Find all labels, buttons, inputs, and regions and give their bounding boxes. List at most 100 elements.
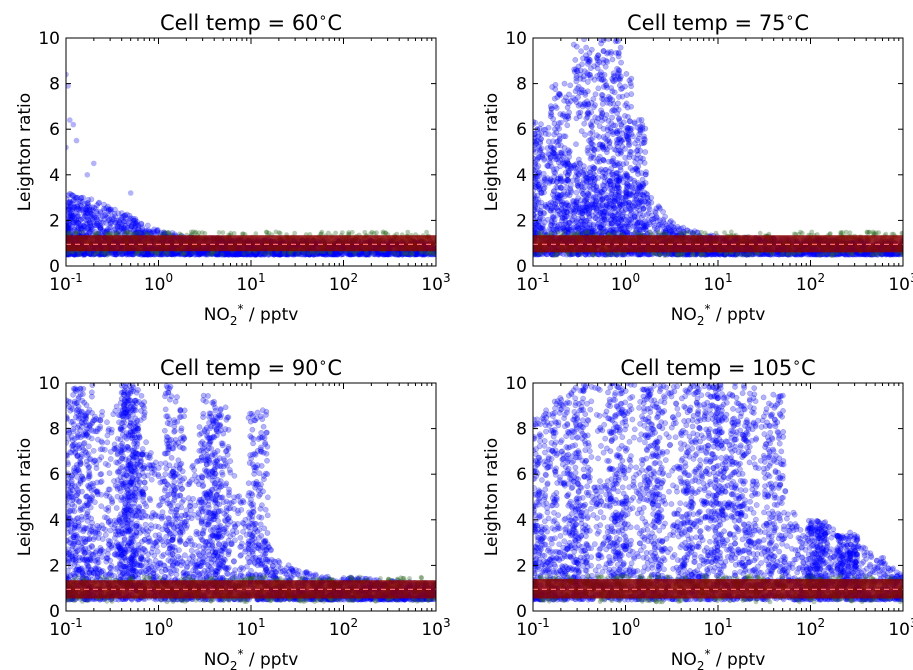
blue-point — [243, 251, 250, 257]
y-axis-label: Leighton ratio — [15, 93, 35, 211]
y-tick-label: 6 — [49, 120, 60, 140]
blue-point — [385, 251, 391, 258]
blue-point — [223, 250, 230, 257]
blue-point — [533, 149, 539, 155]
green-point — [349, 230, 355, 235]
green-point — [80, 229, 85, 235]
blue-point — [139, 226, 145, 233]
blue-point — [77, 198, 84, 204]
blue-point — [101, 207, 108, 214]
blue-point — [74, 251, 81, 258]
blue-point — [72, 194, 79, 201]
green-point — [241, 251, 247, 257]
blue-point — [80, 251, 87, 258]
blue-point — [319, 251, 326, 258]
blue-point — [231, 251, 238, 257]
blue-point — [68, 214, 75, 221]
blue-point — [72, 218, 79, 224]
blue-point — [355, 251, 362, 258]
blue-point — [356, 251, 363, 257]
blue-point — [77, 205, 84, 212]
blue-point — [116, 251, 123, 257]
blue-point — [66, 223, 72, 229]
blue-point — [306, 251, 313, 258]
blue-point — [67, 220, 73, 227]
blue-point — [385, 251, 391, 258]
blue-point — [92, 251, 99, 257]
blue-point — [260, 251, 267, 258]
blue-point — [284, 251, 291, 258]
blue-point — [97, 251, 104, 258]
blue-point — [334, 251, 341, 258]
blue-point — [105, 206, 112, 213]
green-point — [220, 230, 226, 236]
blue-point — [89, 204, 96, 211]
blue-point — [77, 222, 84, 228]
blue-point — [75, 220, 82, 226]
blue-point — [94, 210, 101, 217]
blue-point — [421, 251, 428, 257]
outlier-point — [84, 172, 91, 178]
blue-point — [338, 251, 344, 258]
blue-point — [652, 208, 658, 215]
blue-point — [145, 251, 152, 257]
blue-point — [327, 251, 334, 258]
blue-point — [547, 154, 554, 161]
blue-point — [334, 251, 340, 258]
blue-point — [139, 224, 146, 231]
blue-point — [121, 227, 127, 234]
blue-point — [71, 215, 78, 222]
blue-point — [84, 214, 91, 220]
blue-point — [74, 200, 81, 207]
blue-point — [111, 227, 117, 234]
green-point — [179, 251, 185, 256]
blue-point — [106, 216, 113, 223]
blue-point — [138, 251, 145, 258]
blue-point — [148, 251, 155, 258]
blue-point — [412, 251, 418, 258]
blue-point — [67, 212, 74, 219]
blue-point — [375, 251, 382, 258]
blue-point — [310, 251, 317, 258]
blue-point — [274, 251, 280, 258]
blue-point — [82, 212, 88, 219]
blue-point — [222, 251, 228, 258]
blue-point — [310, 251, 317, 258]
outlier-point — [67, 117, 73, 123]
blue-point — [108, 206, 114, 213]
blue-point — [83, 210, 89, 217]
green-point — [430, 251, 435, 256]
blue-point — [114, 223, 120, 230]
green-point — [374, 230, 379, 236]
green-point — [364, 250, 369, 256]
blue-point — [225, 251, 232, 258]
blue-point — [133, 220, 139, 227]
blue-point — [413, 251, 419, 258]
blue-point — [425, 251, 432, 258]
blue-point — [276, 251, 283, 258]
blue-point — [112, 219, 119, 226]
blue-point — [202, 251, 209, 258]
blue-point — [118, 225, 125, 232]
blue-point — [355, 251, 362, 258]
blue-point — [277, 251, 283, 258]
blue-point — [220, 251, 227, 258]
blue-point — [165, 251, 171, 258]
green-point — [405, 251, 411, 257]
blue-point — [146, 228, 153, 235]
blue-point — [302, 251, 308, 258]
blue-point — [91, 216, 98, 223]
blue-point — [147, 251, 154, 258]
blue-point — [77, 216, 84, 223]
blue-point — [183, 251, 190, 258]
blue-point — [152, 251, 159, 257]
blue-point — [94, 216, 100, 223]
blue-point — [66, 228, 70, 234]
blue-point — [278, 251, 284, 258]
blue-point — [124, 211, 130, 218]
blue-point — [196, 251, 203, 258]
blue-point — [104, 228, 111, 235]
blue-point — [115, 210, 122, 217]
blue-point — [382, 251, 389, 258]
blue-point — [119, 251, 126, 258]
